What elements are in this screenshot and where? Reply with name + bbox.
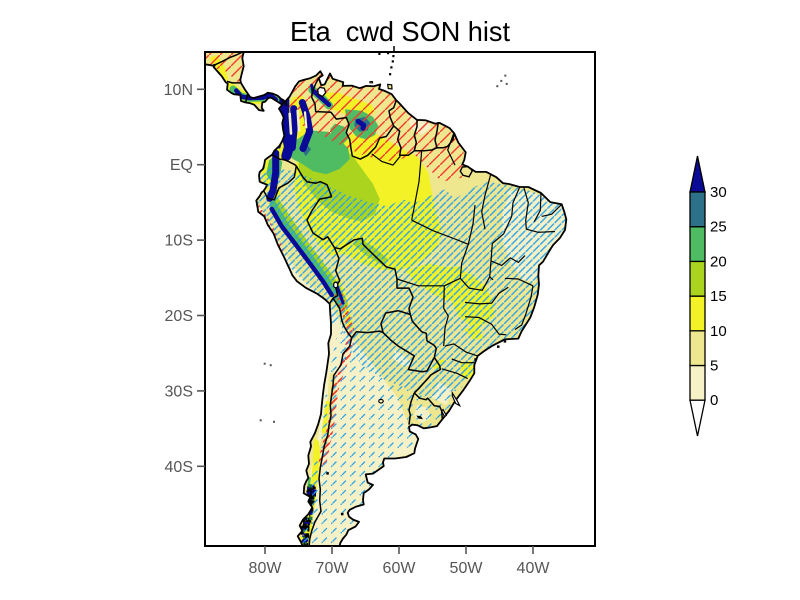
svg-text:10N: 10N <box>164 82 193 99</box>
svg-text:EQ: EQ <box>170 157 193 174</box>
svg-text:25: 25 <box>710 219 727 236</box>
svg-text:30S: 30S <box>165 383 193 400</box>
svg-text:70W: 70W <box>316 560 350 577</box>
svg-text:0: 0 <box>710 392 718 409</box>
svg-text:Eta cwd SON hist: Eta cwd SON hist <box>290 16 510 47</box>
svg-text:40S: 40S <box>165 459 193 476</box>
svg-text:15: 15 <box>710 288 727 305</box>
svg-text:20: 20 <box>710 253 727 270</box>
svg-text:60W: 60W <box>383 560 417 577</box>
svg-text:10: 10 <box>710 323 727 340</box>
svg-text:40W: 40W <box>517 560 551 577</box>
svg-text:80W: 80W <box>249 560 283 577</box>
svg-text:5: 5 <box>710 358 718 375</box>
svg-text:10S: 10S <box>165 233 193 250</box>
svg-text:20S: 20S <box>165 308 193 325</box>
svg-text:30: 30 <box>710 184 727 201</box>
svg-text:50W: 50W <box>450 560 484 577</box>
